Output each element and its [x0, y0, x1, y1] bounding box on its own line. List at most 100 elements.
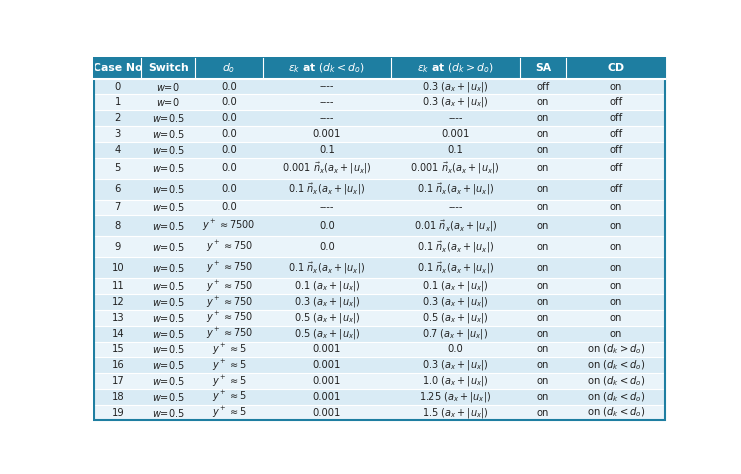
- Text: on: on: [610, 282, 622, 292]
- Bar: [94, 215, 665, 237]
- Text: off: off: [609, 113, 622, 123]
- Text: on: on: [610, 263, 622, 273]
- Text: $w$=0.5: $w$=0.5: [152, 183, 185, 195]
- Bar: [94, 357, 665, 373]
- Text: $w$=0.5: $w$=0.5: [152, 344, 185, 356]
- Text: $y^+\approx 5$: $y^+\approx 5$: [212, 374, 246, 389]
- Text: $w$=0.5: $w$=0.5: [152, 312, 185, 324]
- Text: $w$=0: $w$=0: [156, 96, 180, 108]
- Bar: [94, 257, 665, 278]
- Text: $\epsilon_k$ at $(d_k > d_o)$: $\epsilon_k$ at $(d_k > d_o)$: [417, 61, 494, 75]
- Text: on: on: [610, 242, 622, 252]
- Text: on: on: [536, 345, 549, 355]
- Text: on: on: [536, 113, 549, 123]
- Text: $w$=0.5: $w$=0.5: [152, 262, 185, 274]
- Text: $w$=0.5: $w$=0.5: [152, 241, 185, 253]
- Text: $w$=0.5: $w$=0.5: [152, 391, 185, 403]
- Bar: [94, 157, 665, 179]
- Text: 15: 15: [111, 345, 124, 355]
- Text: 0.0: 0.0: [222, 82, 237, 91]
- Text: on: on: [536, 282, 549, 292]
- Text: $y^+\approx 750$: $y^+\approx 750$: [205, 310, 253, 326]
- Text: 0.0: 0.0: [222, 145, 237, 155]
- Text: ----: ----: [319, 113, 334, 123]
- Text: 0.1: 0.1: [448, 145, 463, 155]
- Bar: [94, 294, 665, 310]
- Text: 0.0: 0.0: [222, 113, 237, 123]
- Bar: [94, 179, 665, 200]
- Text: on: on: [536, 376, 549, 386]
- Text: on: on: [610, 313, 622, 323]
- Text: on: on: [536, 97, 549, 107]
- Text: Case No: Case No: [93, 63, 142, 73]
- Text: $0.01\ \vec{n}_x(a_x+|u_x|)$: $0.01\ \vec{n}_x(a_x+|u_x|)$: [413, 218, 497, 234]
- Text: ----: ----: [319, 82, 334, 91]
- Text: on: on: [536, 360, 549, 370]
- Text: 0.001: 0.001: [313, 360, 341, 370]
- Bar: [94, 58, 665, 79]
- Text: $w$=0: $w$=0: [156, 81, 180, 92]
- Text: on $(d_k < d_o)$: on $(d_k < d_o)$: [587, 390, 645, 403]
- Text: $0.3\ (a_x + |u_x|)$: $0.3\ (a_x + |u_x|)$: [422, 80, 489, 93]
- Text: 0: 0: [115, 82, 121, 91]
- Text: $0.001\ \vec{n}_x(a_x+|u_x|)$: $0.001\ \vec{n}_x(a_x+|u_x|)$: [282, 160, 372, 176]
- Text: 7: 7: [115, 202, 121, 212]
- Text: $1.0\ (a_x + |u_x|)$: $1.0\ (a_x + |u_x|)$: [422, 374, 489, 388]
- Text: $0.3\ (a_x + |u_x|)$: $0.3\ (a_x + |u_x|)$: [293, 295, 360, 309]
- Bar: [94, 200, 665, 215]
- Text: 6: 6: [115, 184, 121, 194]
- Text: $y^+\approx 750$: $y^+\approx 750$: [205, 279, 253, 294]
- Text: $0.001\ \vec{n}_x(a_x+|u_x|)$: $0.001\ \vec{n}_x(a_x+|u_x|)$: [411, 160, 500, 176]
- Text: $0.7\ (a_x + |u_x|)$: $0.7\ (a_x + |u_x|)$: [422, 327, 488, 341]
- Text: 0.001: 0.001: [313, 392, 341, 402]
- Bar: [94, 237, 665, 257]
- Bar: [94, 405, 665, 420]
- Text: 19: 19: [111, 408, 124, 418]
- Text: $y^+\approx 750$: $y^+\approx 750$: [205, 294, 253, 310]
- Text: on: on: [610, 221, 622, 231]
- Text: 14: 14: [111, 328, 124, 338]
- Bar: [94, 278, 665, 294]
- Text: $0.1\ \vec{n}_x(a_x+|u_x|)$: $0.1\ \vec{n}_x(a_x+|u_x|)$: [416, 239, 494, 255]
- Bar: [94, 342, 665, 357]
- Text: 9: 9: [115, 242, 121, 252]
- Text: $w$=0.5: $w$=0.5: [152, 220, 185, 232]
- Text: on: on: [536, 328, 549, 338]
- Text: $0.1\ \vec{n}_x(a_x+|u_x|)$: $0.1\ \vec{n}_x(a_x+|u_x|)$: [288, 182, 365, 197]
- Text: $0.1\ \vec{n}_x(a_x+|u_x|)$: $0.1\ \vec{n}_x(a_x+|u_x|)$: [416, 260, 494, 275]
- Text: $0.3\ (a_x + |u_x|)$: $0.3\ (a_x + |u_x|)$: [422, 95, 489, 109]
- Text: $1.5\ (a_x + |u_x|)$: $1.5\ (a_x + |u_x|)$: [422, 406, 489, 419]
- Text: $w$=0.5: $w$=0.5: [152, 128, 185, 140]
- Text: on: on: [610, 328, 622, 338]
- Text: 0.0: 0.0: [222, 184, 237, 194]
- Bar: [94, 110, 665, 126]
- Text: on $(d_k < d_o)$: on $(d_k < d_o)$: [587, 358, 645, 372]
- Text: $0.3\ (a_x + |u_x|)$: $0.3\ (a_x + |u_x|)$: [422, 358, 489, 372]
- Bar: [94, 310, 665, 326]
- Text: 0.0: 0.0: [222, 202, 237, 212]
- Text: $w$=0.5: $w$=0.5: [152, 112, 185, 124]
- Text: $0.1\ \vec{n}_x(a_x+|u_x|)$: $0.1\ \vec{n}_x(a_x+|u_x|)$: [288, 260, 365, 275]
- Text: $0.1\ (a_x + |u_x|)$: $0.1\ (a_x + |u_x|)$: [293, 279, 360, 293]
- Text: CD: CD: [607, 63, 625, 73]
- Text: $y^+\approx 750$: $y^+\approx 750$: [205, 326, 253, 341]
- Text: 0.001: 0.001: [441, 129, 470, 139]
- Text: 4: 4: [115, 145, 121, 155]
- Text: 16: 16: [111, 360, 124, 370]
- Text: 0.0: 0.0: [222, 129, 237, 139]
- Text: 0.001: 0.001: [313, 345, 341, 355]
- Text: $w$=0.5: $w$=0.5: [152, 375, 185, 387]
- Text: 1: 1: [115, 97, 121, 107]
- Text: 0.001: 0.001: [313, 408, 341, 418]
- Text: on: on: [610, 82, 622, 91]
- Text: on: on: [536, 297, 549, 307]
- Text: $\epsilon_k$ at $(d_k < d_o)$: $\epsilon_k$ at $(d_k < d_o)$: [288, 61, 365, 75]
- Text: 5: 5: [115, 163, 121, 173]
- Text: $w$=0.5: $w$=0.5: [152, 201, 185, 213]
- Text: $0.1\ (a_x + |u_x|)$: $0.1\ (a_x + |u_x|)$: [422, 279, 489, 293]
- Bar: [94, 126, 665, 142]
- Text: $w$=0.5: $w$=0.5: [152, 359, 185, 371]
- Text: $0.1\ \vec{n}_x(a_x+|u_x|)$: $0.1\ \vec{n}_x(a_x+|u_x|)$: [416, 182, 494, 197]
- Text: $0.5\ (a_x + |u_x|)$: $0.5\ (a_x + |u_x|)$: [422, 311, 489, 325]
- Text: on: on: [610, 297, 622, 307]
